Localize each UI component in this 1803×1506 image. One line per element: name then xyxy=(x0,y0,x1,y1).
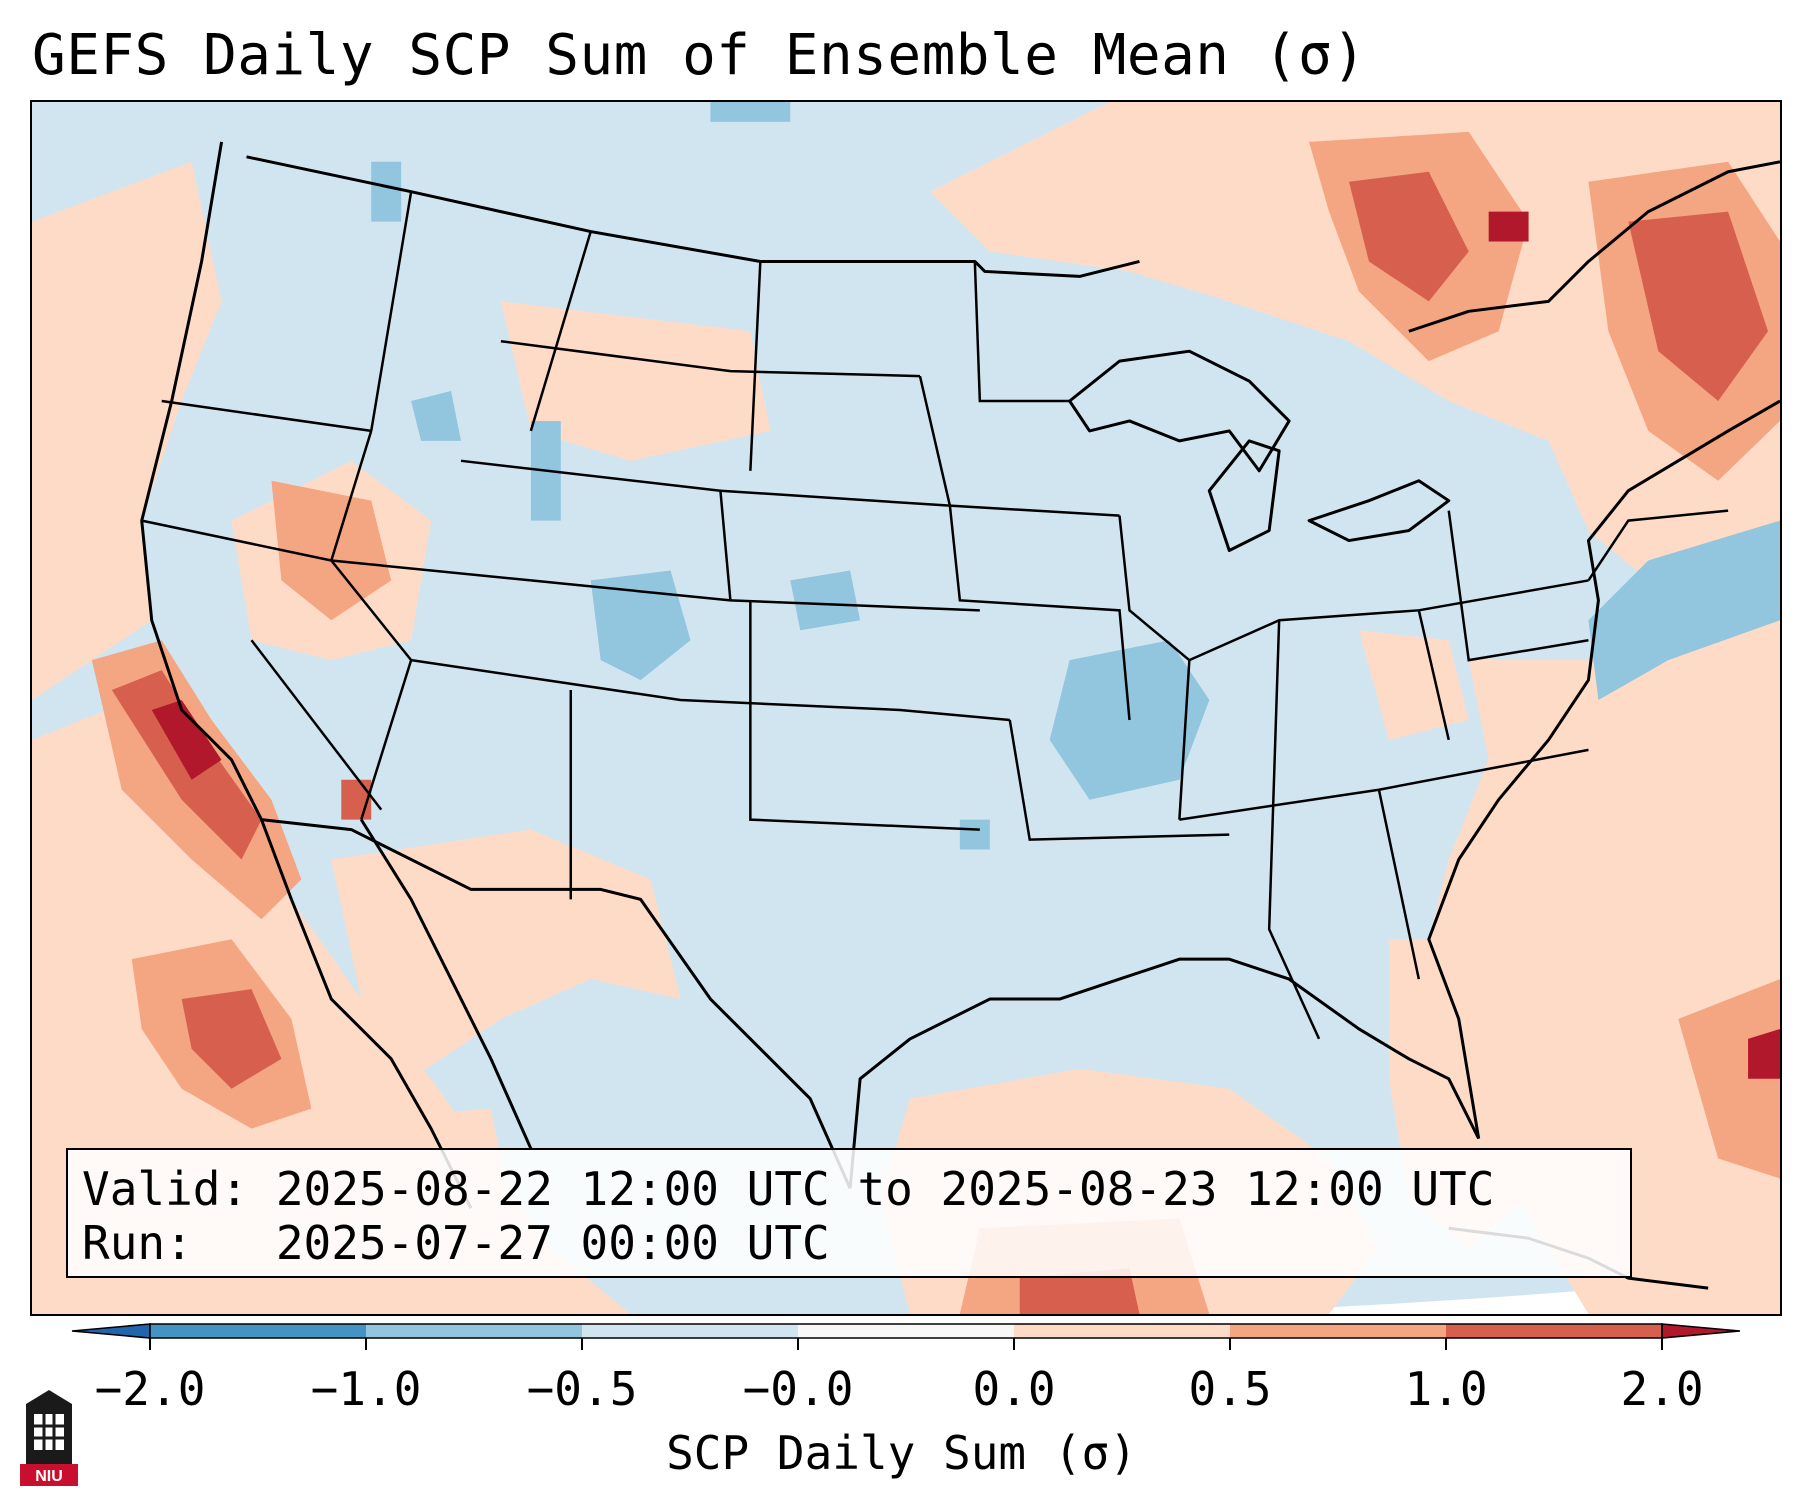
validity-info-box: Valid: 2025-08-22 12:00 UTC to 2025-08-2… xyxy=(66,1148,1632,1278)
tick-label: −1.0 xyxy=(311,1362,422,1416)
colorbar-ticks xyxy=(149,1338,1663,1350)
valid-time-line: Valid: 2025-08-22 12:00 UTC to 2025-08-2… xyxy=(82,1162,1495,1216)
colorbar xyxy=(71,1323,1741,1350)
chart-title: GEFS Daily SCP Sum of Ensemble Mean (σ) xyxy=(32,23,1367,88)
negative-anomaly xyxy=(371,102,1780,850)
tick-label: 1.0 xyxy=(1404,1362,1487,1416)
tick-label: −2.0 xyxy=(95,1362,206,1416)
tick-label: 2.0 xyxy=(1620,1362,1703,1416)
positive-anomaly-max xyxy=(151,211,1780,1079)
scp-map xyxy=(32,102,1780,1314)
niu-logo: NIU xyxy=(20,1390,78,1486)
tick-label: −0.0 xyxy=(743,1362,854,1416)
colorbar-segment xyxy=(1230,1324,1447,1338)
logo-grid xyxy=(34,1414,64,1450)
colorbar-segment xyxy=(1014,1324,1231,1338)
colorbar-segment xyxy=(798,1324,1015,1338)
colorbar-segment xyxy=(1446,1324,1663,1338)
colorbar-outline xyxy=(149,1323,1663,1339)
colorbar-label: SCP Daily Sum (σ) xyxy=(666,1426,1137,1480)
colorbar-segments xyxy=(71,1323,1741,1339)
colorbar-segment xyxy=(366,1324,583,1338)
colorbar-segment xyxy=(150,1324,367,1338)
tick-label: −0.5 xyxy=(527,1362,638,1416)
colorbar-extend-low xyxy=(71,1323,151,1339)
colorbar-extend-high xyxy=(1661,1323,1741,1339)
run-time-line: Run: 2025-07-27 00:00 UTC xyxy=(82,1216,830,1270)
tick-label: 0.5 xyxy=(1188,1362,1271,1416)
logo-banner xyxy=(20,1464,78,1486)
tick-label: 0.0 xyxy=(972,1362,1055,1416)
logo-text: NIU xyxy=(35,1468,63,1485)
state-boundaries xyxy=(141,191,1729,1040)
logo-window xyxy=(34,1414,64,1450)
colorbar-tick-labels: −2.0 −1.0 −0.5 −0.0 0.0 0.5 1.0 2.0 xyxy=(95,1362,1704,1416)
map-panel xyxy=(30,100,1782,1316)
colorbar-segment xyxy=(582,1324,799,1338)
